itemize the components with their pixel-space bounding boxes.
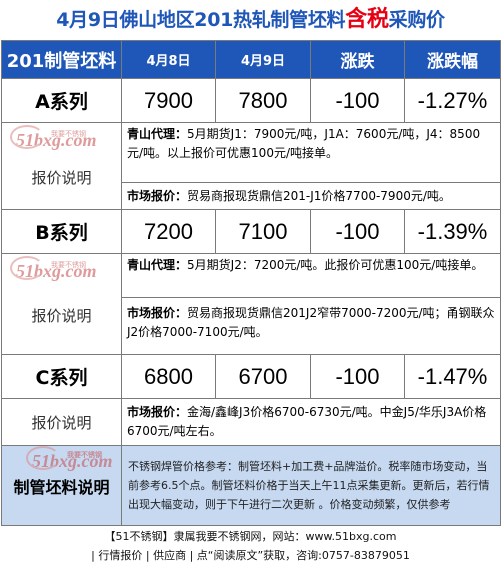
price-change-pct: -1.27% — [404, 78, 501, 123]
title-highlight: 含税 — [345, 7, 389, 32]
price-change: -100 — [310, 78, 405, 123]
note-cell: 青山代理：5月期货J2：7200元/吨。此报价可优惠100元/吨接单。 市场报价… — [121, 253, 501, 355]
footer-label: 制管坯料说明 — [13, 477, 110, 497]
price-now: 6700 — [215, 354, 311, 399]
price-prev: 7200 — [121, 209, 216, 254]
price-prev: 7900 — [121, 78, 216, 123]
note-label: 报价说明 — [31, 306, 92, 325]
header-name: 201制管坯料 — [1, 40, 122, 79]
series-name: A系列 — [1, 78, 122, 123]
price-change-pct: -1.39% — [404, 209, 501, 254]
note-label: 报价说明 — [31, 168, 92, 187]
footer-row: 51bxg.com 我要不锈钢 制管坯料说明 不锈钢焊管价格参考：制管坯料+加工… — [1, 445, 501, 526]
watermark-logo: 51bxg.com 我要不锈钢 — [10, 256, 97, 292]
price-prev: 6800 — [121, 354, 216, 399]
note-block: 市场报价：贸易商报现货鼎信201J2窄带7000-7200元/吨；甬钢联众J2价… — [122, 297, 500, 354]
price-table: 201制管坯料 4月8日 4月9日 涨跌 涨跌幅 A系列 7900 7800 -… — [1, 40, 501, 526]
price-change: -100 — [310, 209, 405, 254]
note-cell: 市场报价：金海/鑫峰J3价格6700-6730元/吨。中金J5/华乐J3A价格6… — [121, 398, 501, 446]
footer-label-cell: 51bxg.com 我要不锈钢 制管坯料说明 — [1, 445, 122, 526]
note-label-cell: 报价说明 — [1, 398, 122, 446]
bottom-line-1: 【51不锈钢】隶属我要不锈钢网，网站：www.51bxg.com — [104, 530, 397, 543]
note-block: 青山代理：5月期货J1：7900元/吨，J1A：7600元/吨，J4：8500元… — [127, 127, 481, 160]
footer-note: 不锈钢焊管价格参考：制管坯料+加工费+品牌溢价。税率随市场变动，当前参考6.5个… — [121, 445, 501, 526]
watermark-logo: 51bxg.com 我要不锈钢 — [26, 446, 113, 482]
title-suffix: 采购价 — [388, 9, 445, 31]
price-change: -100 — [310, 354, 405, 399]
header-change-pct: 涨跌幅 — [404, 40, 501, 79]
price-change-pct: -1.47% — [404, 354, 501, 399]
page-title: 4月9日佛山地区201热轧制管坯料含税采购价 — [0, 0, 501, 40]
header-change: 涨跌 — [310, 40, 405, 79]
price-now: 7800 — [215, 78, 311, 123]
note-block: 市场报价：金海/鑫峰J3价格6700-6730元/吨。中金J5/华乐J3A价格6… — [127, 405, 487, 438]
table-header: 201制管坯料 4月8日 4月9日 涨跌 涨跌幅 — [1, 40, 501, 79]
title-main: 4月9日佛山地区201热轧制管坯料 — [56, 9, 346, 31]
bottom-info: 【51不锈钢】隶属我要不锈钢网，网站：www.51bxg.com | 行情报价 … — [0, 527, 501, 565]
note-label-cell: 51bxg.com 我要不锈钢 报价说明 — [1, 253, 122, 355]
note-row: 报价说明 市场报价：金海/鑫峰J3价格6700-6730元/吨。中金J5/华乐J… — [1, 398, 501, 446]
note-label: 报价说明 — [31, 413, 92, 432]
series-name: C系列 — [1, 354, 122, 399]
header-date2: 4月9日 — [215, 40, 311, 79]
note-row: 51bxg.com 我要不锈钢 报价说明 青山代理：5月期货J2：7200元/吨… — [1, 253, 501, 355]
note-label-cell: 51bxg.com 我要不锈钢 报价说明 — [1, 122, 122, 210]
watermark-logo: 51bxg.com 我要不锈钢 — [10, 125, 97, 161]
header-date1: 4月8日 — [121, 40, 216, 79]
table-row: B系列 7200 7100 -100 -1.39% — [1, 209, 501, 254]
table-row: A系列 7900 7800 -100 -1.27% — [1, 78, 501, 123]
table-row: C系列 6800 6700 -100 -1.47% — [1, 354, 501, 399]
price-now: 7100 — [215, 209, 311, 254]
bottom-line-2: | 行情报价 | 供应商 | 点“阅读原文”获取，咨询:0757-8387905… — [91, 549, 410, 562]
note-row: 51bxg.com 我要不锈钢 报价说明 青山代理：5月期货J1：7900元/吨… — [1, 122, 501, 210]
note-cell: 青山代理：5月期货J1：7900元/吨，J1A：7600元/吨，J4：8500元… — [121, 122, 501, 210]
series-name: B系列 — [1, 209, 122, 254]
note-block: 市场报价：贸易商报现货鼎信201-J1价格7700-7900元/吨。 — [122, 182, 500, 209]
note-block: 青山代理：5月期货J2：7200元/吨。此报价可优惠100元/吨接单。 — [127, 258, 484, 272]
